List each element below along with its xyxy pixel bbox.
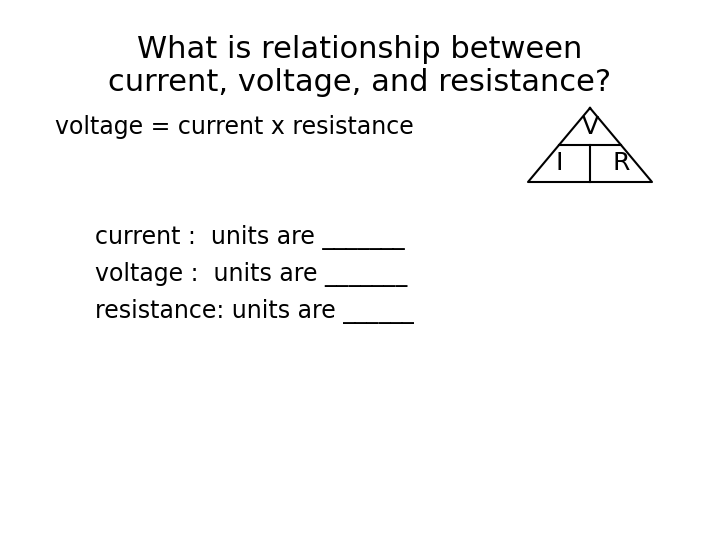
Text: R: R	[612, 152, 630, 176]
Text: voltage :  units are _______: voltage : units are _______	[95, 262, 408, 287]
Text: What is relationship between: What is relationship between	[138, 35, 582, 64]
Text: current, voltage, and resistance?: current, voltage, and resistance?	[109, 68, 611, 97]
Text: resistance: units are ______: resistance: units are ______	[95, 299, 414, 324]
Text: current :  units are _______: current : units are _______	[95, 225, 405, 250]
Text: V: V	[582, 114, 598, 138]
Text: I: I	[555, 152, 563, 176]
Text: voltage = current x resistance: voltage = current x resistance	[55, 115, 414, 139]
